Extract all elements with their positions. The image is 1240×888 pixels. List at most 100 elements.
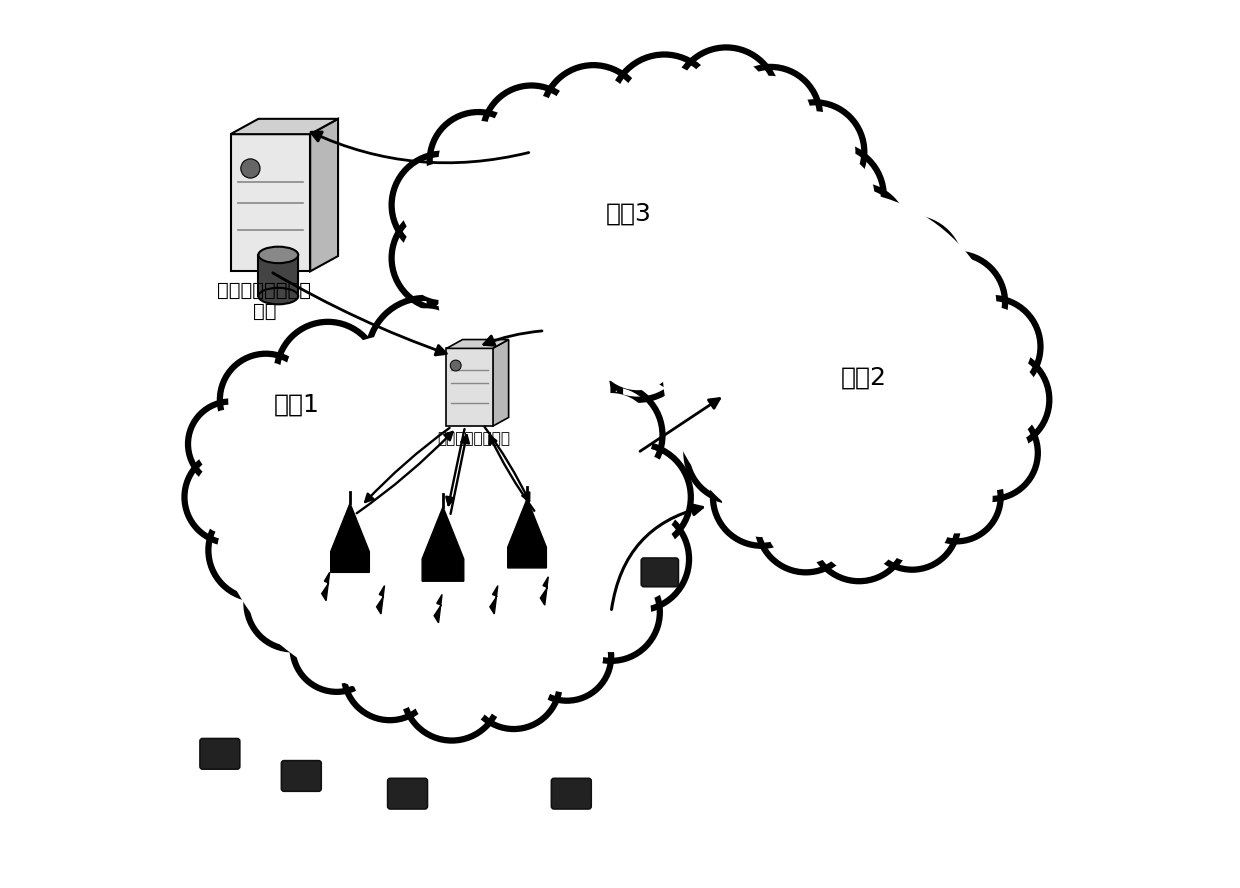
Circle shape <box>611 54 718 161</box>
Circle shape <box>781 145 884 248</box>
Circle shape <box>713 448 810 546</box>
Circle shape <box>737 234 839 336</box>
Circle shape <box>872 227 952 307</box>
Polygon shape <box>434 594 443 622</box>
Ellipse shape <box>430 89 856 363</box>
Circle shape <box>563 564 660 661</box>
Circle shape <box>459 309 569 419</box>
Circle shape <box>671 274 746 349</box>
Circle shape <box>378 308 472 402</box>
FancyArrowPatch shape <box>450 435 469 514</box>
Circle shape <box>774 111 856 193</box>
Circle shape <box>908 254 1006 351</box>
Circle shape <box>813 186 905 278</box>
Circle shape <box>863 218 961 315</box>
Circle shape <box>761 170 851 258</box>
FancyArrowPatch shape <box>273 273 446 355</box>
Circle shape <box>693 269 795 371</box>
FancyArrowPatch shape <box>611 504 703 609</box>
Ellipse shape <box>213 320 665 710</box>
Polygon shape <box>446 339 508 348</box>
FancyArrowPatch shape <box>490 436 534 511</box>
Circle shape <box>196 409 265 479</box>
Circle shape <box>820 493 899 573</box>
Ellipse shape <box>217 329 660 701</box>
FancyBboxPatch shape <box>641 558 678 587</box>
Circle shape <box>722 457 801 537</box>
Circle shape <box>552 75 636 159</box>
Circle shape <box>228 362 304 438</box>
Circle shape <box>343 628 436 720</box>
Circle shape <box>773 313 857 398</box>
Circle shape <box>781 207 866 291</box>
Text: 系瀱2: 系瀱2 <box>841 366 887 390</box>
Circle shape <box>542 305 626 389</box>
Circle shape <box>219 353 312 446</box>
Text: 系瀱3: 系瀱3 <box>606 202 652 226</box>
Polygon shape <box>231 119 339 134</box>
Circle shape <box>660 174 758 272</box>
Polygon shape <box>422 507 464 582</box>
FancyArrowPatch shape <box>366 428 450 502</box>
Circle shape <box>277 321 379 424</box>
FancyArrowPatch shape <box>484 331 542 345</box>
Circle shape <box>662 266 755 357</box>
Circle shape <box>702 278 786 362</box>
Circle shape <box>621 64 708 151</box>
Circle shape <box>467 637 559 729</box>
Circle shape <box>647 294 734 381</box>
Circle shape <box>810 484 908 582</box>
Circle shape <box>746 242 831 327</box>
Circle shape <box>491 94 572 174</box>
Circle shape <box>392 154 495 257</box>
Circle shape <box>651 227 730 307</box>
Polygon shape <box>541 577 548 605</box>
Circle shape <box>696 413 775 493</box>
Circle shape <box>192 459 268 535</box>
Circle shape <box>392 207 495 309</box>
Circle shape <box>513 337 620 444</box>
Circle shape <box>944 298 1040 395</box>
Circle shape <box>594 303 681 390</box>
Ellipse shape <box>658 181 1012 553</box>
Circle shape <box>773 198 875 301</box>
Circle shape <box>594 454 681 541</box>
Text: 本地资源管理中心: 本地资源管理中心 <box>438 431 511 446</box>
Circle shape <box>720 67 820 166</box>
FancyArrowPatch shape <box>640 399 719 451</box>
Circle shape <box>559 384 662 487</box>
Polygon shape <box>377 585 384 614</box>
FancyArrowPatch shape <box>446 429 465 505</box>
Text: 共享频谱资源管理: 共享频谱资源管理 <box>217 281 311 300</box>
Circle shape <box>758 475 854 573</box>
Polygon shape <box>331 503 370 573</box>
Circle shape <box>352 637 428 712</box>
Polygon shape <box>321 573 330 600</box>
Polygon shape <box>310 119 339 272</box>
Circle shape <box>482 281 580 377</box>
Circle shape <box>482 85 580 183</box>
Ellipse shape <box>258 247 299 263</box>
Circle shape <box>533 296 636 398</box>
Circle shape <box>707 159 799 251</box>
Circle shape <box>954 415 1029 490</box>
Circle shape <box>637 285 744 391</box>
Circle shape <box>668 183 749 263</box>
Text: 系统: 系统 <box>253 303 277 321</box>
Circle shape <box>770 178 842 250</box>
Circle shape <box>715 167 791 242</box>
Circle shape <box>687 404 784 502</box>
Circle shape <box>469 320 559 409</box>
Circle shape <box>293 603 381 692</box>
FancyBboxPatch shape <box>200 739 239 769</box>
Circle shape <box>300 611 373 684</box>
Circle shape <box>523 347 610 434</box>
Circle shape <box>913 453 1001 542</box>
FancyArrowPatch shape <box>311 132 528 163</box>
Circle shape <box>642 218 739 315</box>
FancyBboxPatch shape <box>552 779 591 809</box>
FancyBboxPatch shape <box>388 779 428 809</box>
Circle shape <box>401 163 485 247</box>
Circle shape <box>439 263 518 342</box>
Circle shape <box>920 461 993 534</box>
